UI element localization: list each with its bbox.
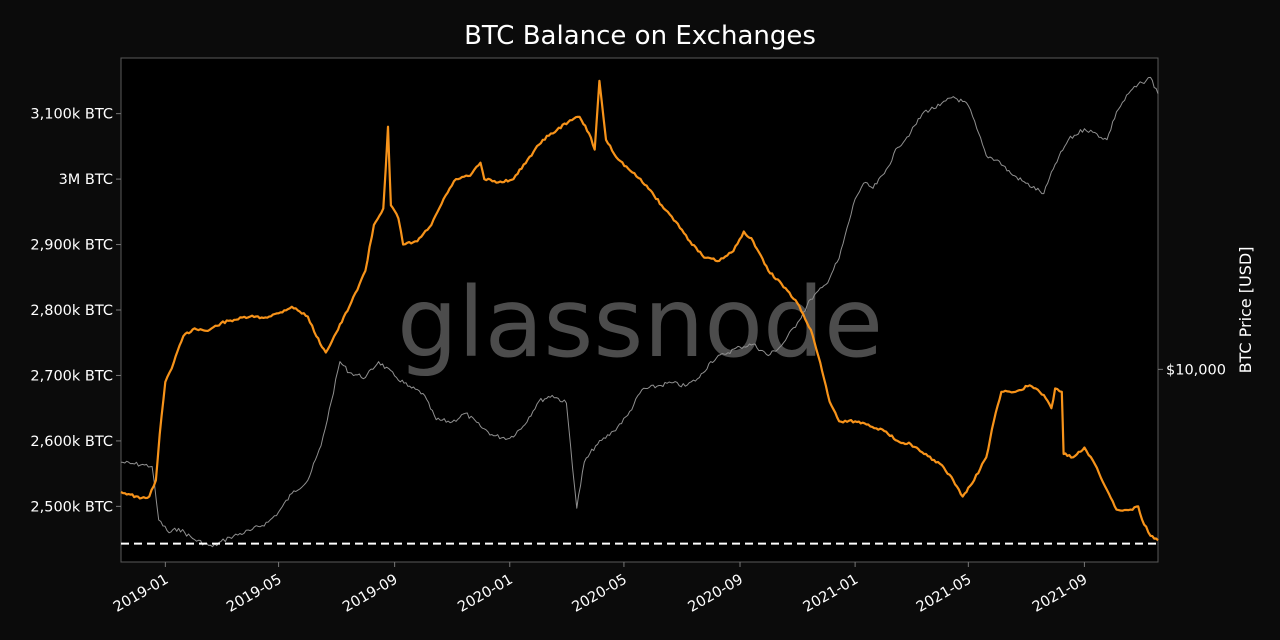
y-tick-label: 2,700k BTC (30, 368, 113, 384)
x-tick-label: 2020-01 (455, 572, 515, 616)
x-axis: 2019-01 2019-05 2019-09 2020-01 2020-05 2020-… (111, 572, 1091, 616)
x-tick-label: 2020-05 (569, 572, 629, 616)
price-line (120, 76, 1159, 548)
x-tick-label: 2021-01 (801, 572, 861, 616)
x-tick-label: 2019-01 (111, 572, 171, 616)
y-right-tick-label: $10,000 (1166, 362, 1226, 378)
x-tick-label: 2019-09 (340, 572, 400, 616)
chart-title: BTC Balance on Exchanges (464, 21, 816, 51)
y-tick-label: 3,100k BTC (30, 107, 113, 123)
y-axis-right: $10,000 (1166, 362, 1226, 378)
y-tick-label: 2,500k BTC (30, 499, 113, 515)
balance-line (120, 79, 1159, 542)
axis-ticks (116, 113, 1163, 567)
y-tick-label: 2,900k BTC (30, 238, 113, 254)
x-tick-label: 2019-05 (224, 572, 284, 616)
y-axis-left: 2,500k BTC 2,600k BTC 2,700k BTC 2,800k BTC… (30, 107, 113, 516)
y-tick-label: 3M BTC (59, 172, 113, 188)
y-axis-right-label: BTC Price [USD] (1236, 247, 1255, 374)
plot-frame (120, 57, 1159, 563)
y-tick-label: 2,800k BTC (30, 303, 113, 319)
x-tick-label: 2021-09 (1030, 572, 1090, 616)
x-tick-label: 2020-09 (686, 572, 746, 616)
y-tick-label: 2,600k BTC (30, 434, 113, 450)
x-tick-label: 2021-05 (914, 572, 974, 616)
series-layer (120, 76, 1159, 548)
watermark: glassnode (397, 267, 883, 379)
